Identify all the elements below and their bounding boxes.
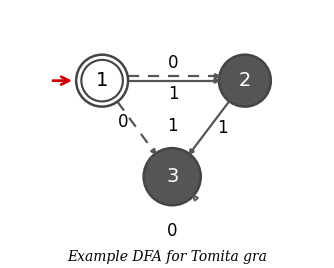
Text: Example DFA for Tomita gra: Example DFA for Tomita gra bbox=[67, 250, 267, 264]
Text: 2: 2 bbox=[239, 71, 251, 90]
Circle shape bbox=[144, 148, 201, 205]
Text: 0: 0 bbox=[168, 54, 179, 72]
Text: 3: 3 bbox=[166, 167, 178, 186]
Circle shape bbox=[76, 55, 128, 107]
Text: 1: 1 bbox=[167, 117, 177, 135]
Circle shape bbox=[219, 55, 271, 107]
Text: 1: 1 bbox=[217, 119, 227, 137]
Text: 0: 0 bbox=[167, 222, 177, 240]
Text: 1: 1 bbox=[168, 85, 179, 103]
Text: 1: 1 bbox=[96, 71, 108, 90]
Text: 0: 0 bbox=[118, 113, 129, 131]
